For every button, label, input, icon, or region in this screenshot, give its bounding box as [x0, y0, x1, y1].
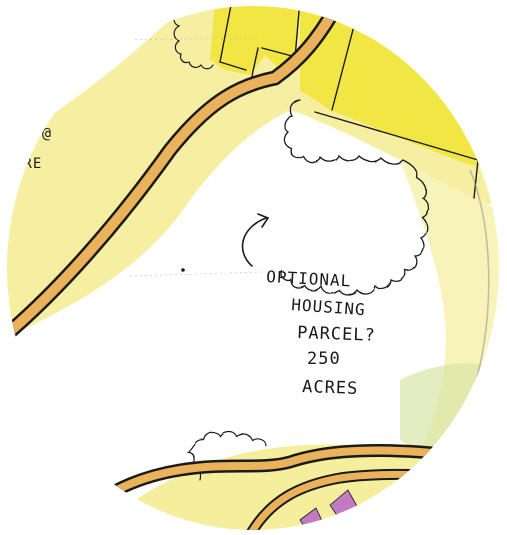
housing-parcel-boundary	[279, 99, 430, 296]
annotation-line-1: OPTIONAL	[266, 267, 352, 290]
parcel-lines	[219, 6, 479, 199]
annotation-line-4: 250	[307, 349, 341, 369]
edge-label-line-1: o @	[22, 124, 52, 142]
top-parcel	[210, 6, 300, 75]
annotation-arrow	[241, 213, 270, 267]
survey-dot	[181, 268, 185, 272]
right-edge-line	[469, 169, 490, 401]
faint-guides	[109, 37, 263, 277]
edge-label-line-2: ORE	[14, 156, 42, 172]
housing-annotation: OPTIONAL HOUSING PARCEL? 250 ACRES	[266, 267, 376, 399]
annotation-line-3: PARCEL?	[297, 323, 376, 346]
annotation-line-5: ACRES	[302, 377, 359, 399]
main-road	[7, 6, 348, 348]
